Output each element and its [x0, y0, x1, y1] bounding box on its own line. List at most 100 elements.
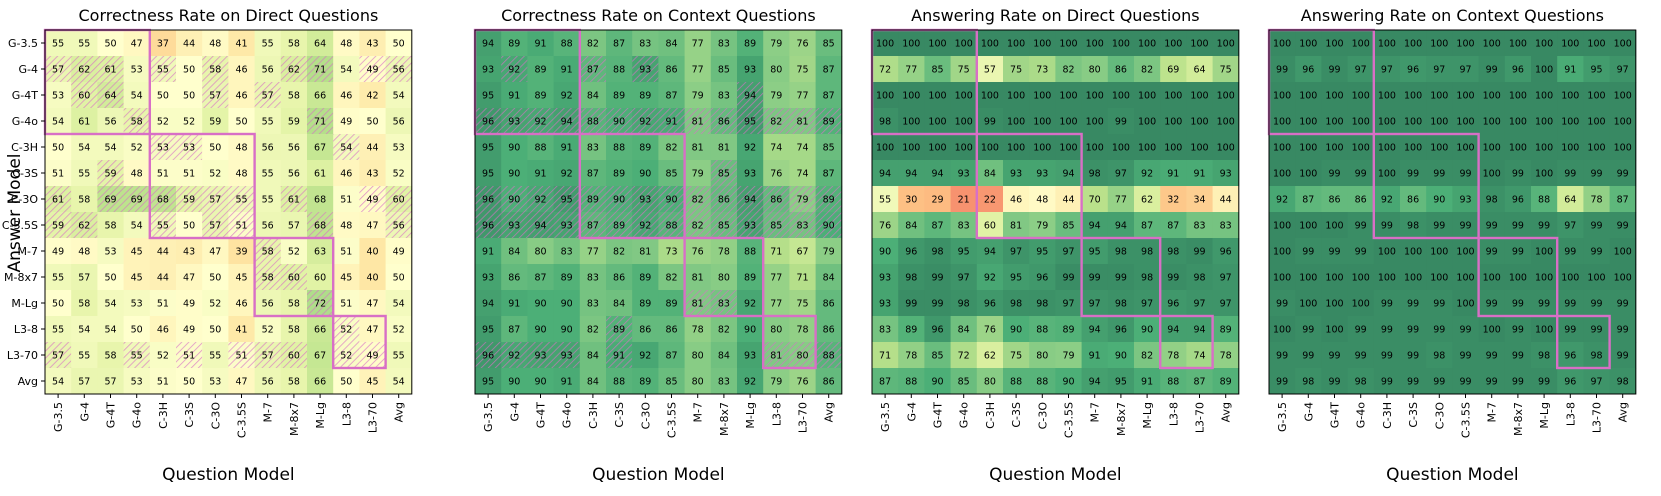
heatmap-cell — [1134, 186, 1161, 213]
cell-value-label: 52 — [340, 325, 352, 336]
heatmap-cell — [1531, 108, 1558, 135]
cell-value-label: 100 — [1535, 117, 1553, 128]
heatmap-cell — [228, 82, 255, 109]
cell-value-label: 90 — [508, 195, 520, 206]
heatmap-cell — [898, 108, 925, 135]
cell-value-label: 60 — [314, 273, 326, 284]
cell-value-label: 92 — [508, 65, 520, 76]
heatmap-cell — [1609, 30, 1637, 57]
cell-value-label: 88 — [665, 221, 677, 232]
cell-value-label: 100 — [1112, 143, 1130, 154]
heatmap-cell — [280, 30, 308, 57]
heatmap-cell — [1186, 56, 1213, 83]
heatmap-cell — [553, 160, 581, 187]
cell-value-label: 86 — [823, 377, 835, 388]
heatmap-cell — [385, 368, 413, 395]
cell-value-label: 99 — [1459, 377, 1471, 388]
cell-value-label: 89 — [561, 273, 573, 284]
cell-value-label: 56 — [393, 65, 405, 76]
cell-value-label: 100 — [1378, 247, 1396, 258]
heatmap-cell — [684, 56, 712, 83]
cell-value-label: 52 — [209, 169, 221, 180]
hatch-overlay — [789, 108, 816, 134]
heatmap-cell — [307, 186, 334, 213]
heatmap-cell — [950, 186, 978, 213]
cell-value-label: 98 — [1617, 377, 1629, 388]
x-tick-label: M-7 — [262, 402, 275, 422]
cell-value-label: 89 — [534, 91, 546, 102]
heatmap-cell — [123, 264, 151, 291]
heatmap-cell — [1347, 108, 1375, 135]
cell-value-label: 97 — [1355, 65, 1367, 76]
heatmap-cell — [1609, 264, 1637, 291]
cell-value-label: 77 — [692, 39, 704, 50]
heatmap-cell — [950, 290, 978, 317]
heatmap-cell — [1055, 56, 1082, 83]
cell-value-label: 54 — [393, 377, 405, 388]
heatmap-cell — [359, 238, 386, 265]
heatmap-cell — [97, 264, 124, 291]
cell-value-label: 100 — [1430, 273, 1448, 284]
heatmap-cell — [579, 160, 607, 187]
cell-value-label: 96 — [1167, 299, 1179, 310]
cell-value-label: 83 — [718, 39, 730, 50]
cell-value-label: 88 — [587, 117, 599, 128]
heatmap-cell — [1269, 342, 1296, 369]
heatmap-cell — [527, 134, 554, 161]
hatch-overlay — [579, 108, 606, 134]
heatmap-cell — [1583, 56, 1610, 83]
heatmap-cell — [976, 290, 1004, 317]
x-tick-label: M-Lg — [744, 402, 757, 429]
cell-value-label: 55 — [879, 195, 891, 206]
hatch-overlay — [123, 342, 150, 368]
heatmap-cell — [123, 160, 151, 187]
cell-value-label: 54 — [340, 143, 352, 154]
cell-value-label: 87 — [508, 325, 520, 336]
cell-value-label: 96 — [905, 247, 917, 258]
cell-value-label: 71 — [314, 117, 326, 128]
cell-value-label: 96 — [1407, 65, 1419, 76]
heatmap-cell — [606, 160, 633, 187]
cell-value-label: 91 — [508, 91, 520, 102]
cell-value-label: 90 — [613, 195, 625, 206]
heatmap-cell — [1504, 108, 1532, 135]
cell-value-label: 48 — [1036, 195, 1048, 206]
cell-value-label: 55 — [209, 351, 221, 362]
heatmap-cell — [359, 316, 386, 343]
cell-value-label: 87 — [879, 377, 891, 388]
cell-value-label: 96 — [984, 299, 996, 310]
heatmap-cell — [149, 82, 177, 109]
heatmap-cell — [1347, 264, 1375, 291]
cell-value-label: 72 — [958, 351, 970, 362]
cell-value-label: 100 — [1217, 117, 1235, 128]
heatmap-cell — [1134, 160, 1161, 187]
cell-value-label: 44 — [183, 39, 195, 50]
cell-value-label: 71 — [770, 247, 782, 258]
hatch-overlay — [815, 212, 842, 238]
heatmap-cell — [1609, 342, 1637, 369]
cell-value-label: 99 — [1486, 65, 1498, 76]
heatmap-cell — [1583, 186, 1610, 213]
x-tick-label: G-3.5 — [879, 402, 892, 432]
cell-value-label: 85 — [931, 351, 943, 362]
heatmap-cell — [1081, 134, 1109, 161]
heatmap-cell — [1531, 290, 1558, 317]
x-tick-label: G-4T — [1329, 402, 1342, 428]
cell-value-label: 94 — [879, 169, 891, 180]
cell-value-label: 81 — [1010, 221, 1022, 232]
heatmap-cell — [280, 160, 308, 187]
cell-value-label: 40 — [366, 273, 378, 284]
heatmap-cell — [385, 134, 413, 161]
cell-value-label: 99 — [1617, 325, 1629, 336]
heatmap-cell — [1269, 30, 1296, 57]
cell-value-label: 93 — [879, 273, 891, 284]
plot-frame — [474, 29, 843, 395]
cell-value-label: 41 — [235, 325, 247, 336]
cell-value-label: 100 — [1587, 39, 1605, 50]
cell-value-label: 90 — [931, 377, 943, 388]
cell-value-label: 94 — [482, 299, 494, 310]
cell-value-label: 76 — [796, 377, 808, 388]
cell-value-label: 92 — [1381, 195, 1393, 206]
cell-value-label: 99 — [1617, 351, 1629, 362]
cell-value-label: 55 — [52, 325, 64, 336]
